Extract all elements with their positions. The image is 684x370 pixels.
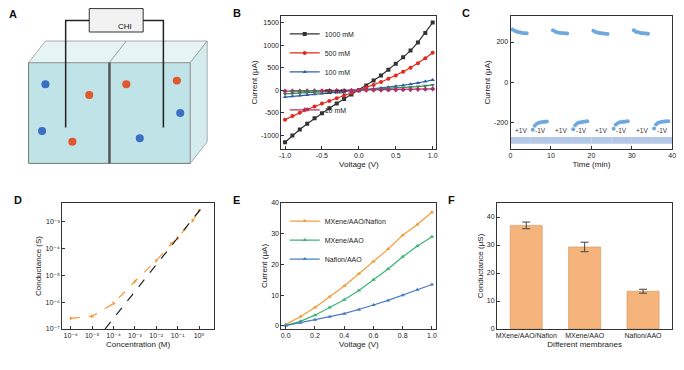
svg-text:10: 10 bbox=[487, 297, 495, 304]
svg-text:0.5: 0.5 bbox=[391, 152, 401, 159]
svg-text:-1000: -1000 bbox=[261, 132, 279, 139]
svg-text:MXene/AAO: MXene/AAO bbox=[565, 332, 604, 339]
svg-text:C: C bbox=[462, 7, 470, 19]
svg-text:0.4: 0.4 bbox=[339, 332, 349, 339]
svg-text:Current (μA): Current (μA) bbox=[483, 60, 492, 105]
svg-text:MXene/AAO/Nafion: MXene/AAO/Nafion bbox=[496, 332, 557, 339]
svg-text:30: 30 bbox=[271, 230, 279, 237]
svg-text:10⁻⁴: 10⁻⁴ bbox=[106, 332, 121, 339]
svg-text:10⁻³: 10⁻³ bbox=[128, 332, 142, 339]
svg-text:F: F bbox=[448, 194, 455, 206]
svg-text:500: 500 bbox=[267, 64, 279, 71]
svg-text:-200: -200 bbox=[494, 119, 508, 126]
svg-text:30: 30 bbox=[487, 241, 495, 248]
svg-text:20: 20 bbox=[587, 152, 595, 159]
svg-text:Voltage (V): Voltage (V) bbox=[339, 160, 379, 169]
svg-text:-1V: -1V bbox=[616, 127, 627, 134]
svg-text:10⁰: 10⁰ bbox=[194, 332, 205, 339]
svg-text:100 mM: 100 mM bbox=[325, 69, 350, 76]
svg-text:20: 20 bbox=[271, 261, 279, 268]
svg-text:MXene/AAO: MXene/AAO bbox=[325, 237, 364, 244]
svg-text:-500: -500 bbox=[265, 109, 279, 116]
svg-text:1000: 1000 bbox=[263, 42, 279, 49]
svg-text:10: 10 bbox=[271, 292, 279, 299]
svg-text:40: 40 bbox=[668, 152, 676, 159]
svg-text:10⁻²: 10⁻² bbox=[149, 332, 163, 339]
svg-text:+1V: +1V bbox=[515, 127, 527, 134]
svg-text:50 mM: 50 mM bbox=[325, 88, 347, 95]
svg-text:CHI: CHI bbox=[118, 22, 132, 31]
svg-text:20: 20 bbox=[487, 269, 495, 276]
svg-text:10⁻⁶: 10⁻⁶ bbox=[64, 332, 78, 339]
svg-text:10⁻⁵: 10⁻⁵ bbox=[45, 272, 59, 279]
svg-text:Voltage (V): Voltage (V) bbox=[339, 340, 379, 349]
svg-text:10⁻¹: 10⁻¹ bbox=[171, 332, 185, 339]
svg-text:+1V: +1V bbox=[555, 127, 567, 134]
svg-text:+1V: +1V bbox=[636, 127, 648, 134]
svg-text:B: B bbox=[233, 7, 241, 19]
svg-text:10⁻⁶: 10⁻⁶ bbox=[46, 299, 60, 306]
svg-text:A: A bbox=[9, 8, 17, 20]
svg-text:30: 30 bbox=[628, 152, 636, 159]
svg-text:-1V: -1V bbox=[535, 127, 546, 134]
svg-text:10 mM: 10 mM bbox=[325, 107, 347, 114]
svg-text:10⁻³: 10⁻³ bbox=[46, 218, 60, 225]
svg-text:+1V: +1V bbox=[595, 127, 607, 134]
svg-text:0.8: 0.8 bbox=[398, 332, 408, 339]
svg-text:Conductance (S): Conductance (S) bbox=[34, 236, 43, 296]
svg-text:Nafion/AAO: Nafion/AAO bbox=[625, 332, 663, 339]
svg-text:Nafion/AAO: Nafion/AAO bbox=[325, 256, 363, 263]
svg-text:-1V: -1V bbox=[576, 127, 587, 134]
svg-text:0.0: 0.0 bbox=[354, 152, 364, 159]
svg-text:MXene/AAO/Nafion: MXene/AAO/Nafion bbox=[325, 218, 386, 225]
svg-text:10⁻⁷: 10⁻⁷ bbox=[46, 325, 60, 332]
svg-text:D: D bbox=[14, 194, 22, 206]
svg-text:0.6: 0.6 bbox=[369, 332, 379, 339]
svg-text:10⁻⁴: 10⁻⁴ bbox=[45, 245, 60, 252]
svg-text:Time (min): Time (min) bbox=[572, 160, 610, 169]
svg-text:0.0: 0.0 bbox=[281, 332, 291, 339]
svg-text:1.0: 1.0 bbox=[427, 332, 437, 339]
svg-text:10⁻⁵: 10⁻⁵ bbox=[85, 332, 99, 339]
svg-text:0: 0 bbox=[491, 325, 495, 332]
svg-text:0: 0 bbox=[509, 152, 513, 159]
svg-text:-1V: -1V bbox=[657, 127, 668, 134]
svg-text:10: 10 bbox=[547, 152, 555, 159]
svg-text:Current (μA): Current (μA) bbox=[250, 60, 259, 105]
svg-text:1500: 1500 bbox=[263, 19, 279, 26]
svg-text:Current (μA): Current (μA) bbox=[260, 244, 269, 289]
svg-text:Conductance (μS): Conductance (μS) bbox=[476, 233, 485, 298]
svg-text:Different membranes: Different membranes bbox=[547, 340, 622, 349]
svg-text:-1.0: -1.0 bbox=[279, 152, 291, 159]
svg-text:E: E bbox=[233, 194, 240, 206]
svg-text:0: 0 bbox=[275, 322, 279, 329]
svg-text:-0.5: -0.5 bbox=[316, 152, 328, 159]
svg-text:40: 40 bbox=[271, 199, 279, 206]
svg-text:0.2: 0.2 bbox=[310, 332, 320, 339]
svg-text:200: 200 bbox=[496, 38, 508, 45]
svg-text:1.0: 1.0 bbox=[428, 152, 438, 159]
svg-text:0: 0 bbox=[275, 87, 279, 94]
svg-text:500 mM: 500 mM bbox=[325, 50, 350, 57]
svg-text:Concentration (M): Concentration (M) bbox=[106, 340, 170, 349]
svg-text:40: 40 bbox=[487, 213, 495, 220]
svg-text:1000 mM: 1000 mM bbox=[325, 31, 354, 38]
svg-text:0: 0 bbox=[504, 79, 508, 86]
